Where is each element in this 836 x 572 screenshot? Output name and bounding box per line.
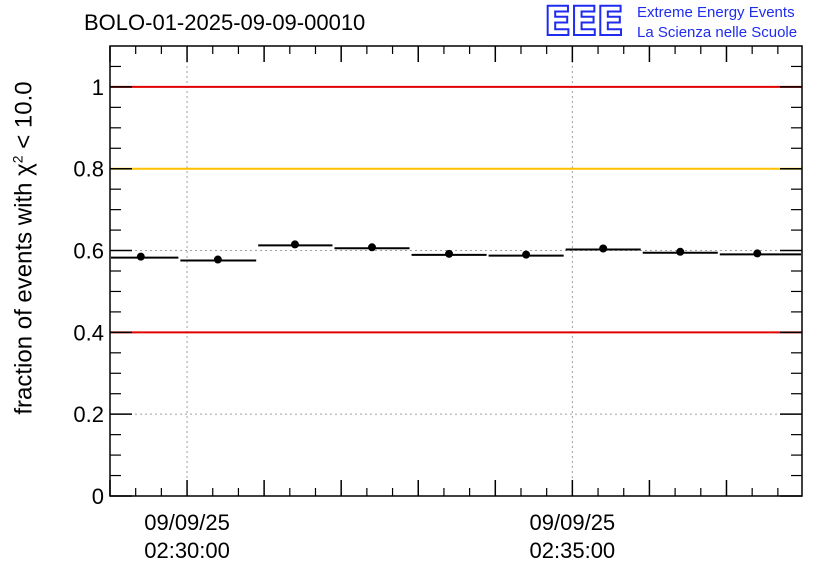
x-tick-label-time: 02:35:00 (530, 538, 616, 563)
y-tick-label: 0.6 (73, 239, 104, 264)
data-point (445, 249, 454, 258)
eee-logo-mark: EEE (543, 0, 625, 45)
data-point (368, 243, 377, 252)
data-point (753, 249, 762, 258)
y-tick-label: 0.4 (73, 320, 104, 345)
data-point (213, 255, 222, 264)
y-tick-label: 0 (92, 484, 104, 509)
y-tick-label: 0.2 (73, 402, 104, 427)
data-point (522, 250, 531, 259)
y-tick-label: 1 (92, 75, 104, 100)
x-tick-label-date: 09/09/25 (530, 510, 616, 535)
run-title: BOLO-01-2025-09-09-00010 (84, 10, 366, 35)
x-tick-label-time: 02:30:00 (144, 538, 230, 563)
data-layer (111, 240, 801, 264)
data-point (599, 244, 608, 253)
data-point (290, 240, 299, 249)
grid-layer (110, 46, 802, 496)
data-point (136, 252, 145, 261)
eee-logo-line1: Extreme Energy Events (637, 4, 795, 21)
plot-frame (109, 45, 803, 497)
tick-layer: 0 0.2 0.4 0.6 0.8 1 09/09/25 02:30:00 09/09/25 02… (73, 46, 802, 563)
eee-logo: EEE Extreme Energy Events La Scienza nel… (543, 0, 834, 46)
eee-logo-line2: La Scienza nelle Scuole (637, 24, 798, 41)
x-tick-label-date: 09/09/25 (144, 510, 230, 535)
data-point (676, 247, 685, 256)
y-tick-label: 0.8 (73, 157, 104, 182)
reference-lines-layer (110, 85, 802, 334)
